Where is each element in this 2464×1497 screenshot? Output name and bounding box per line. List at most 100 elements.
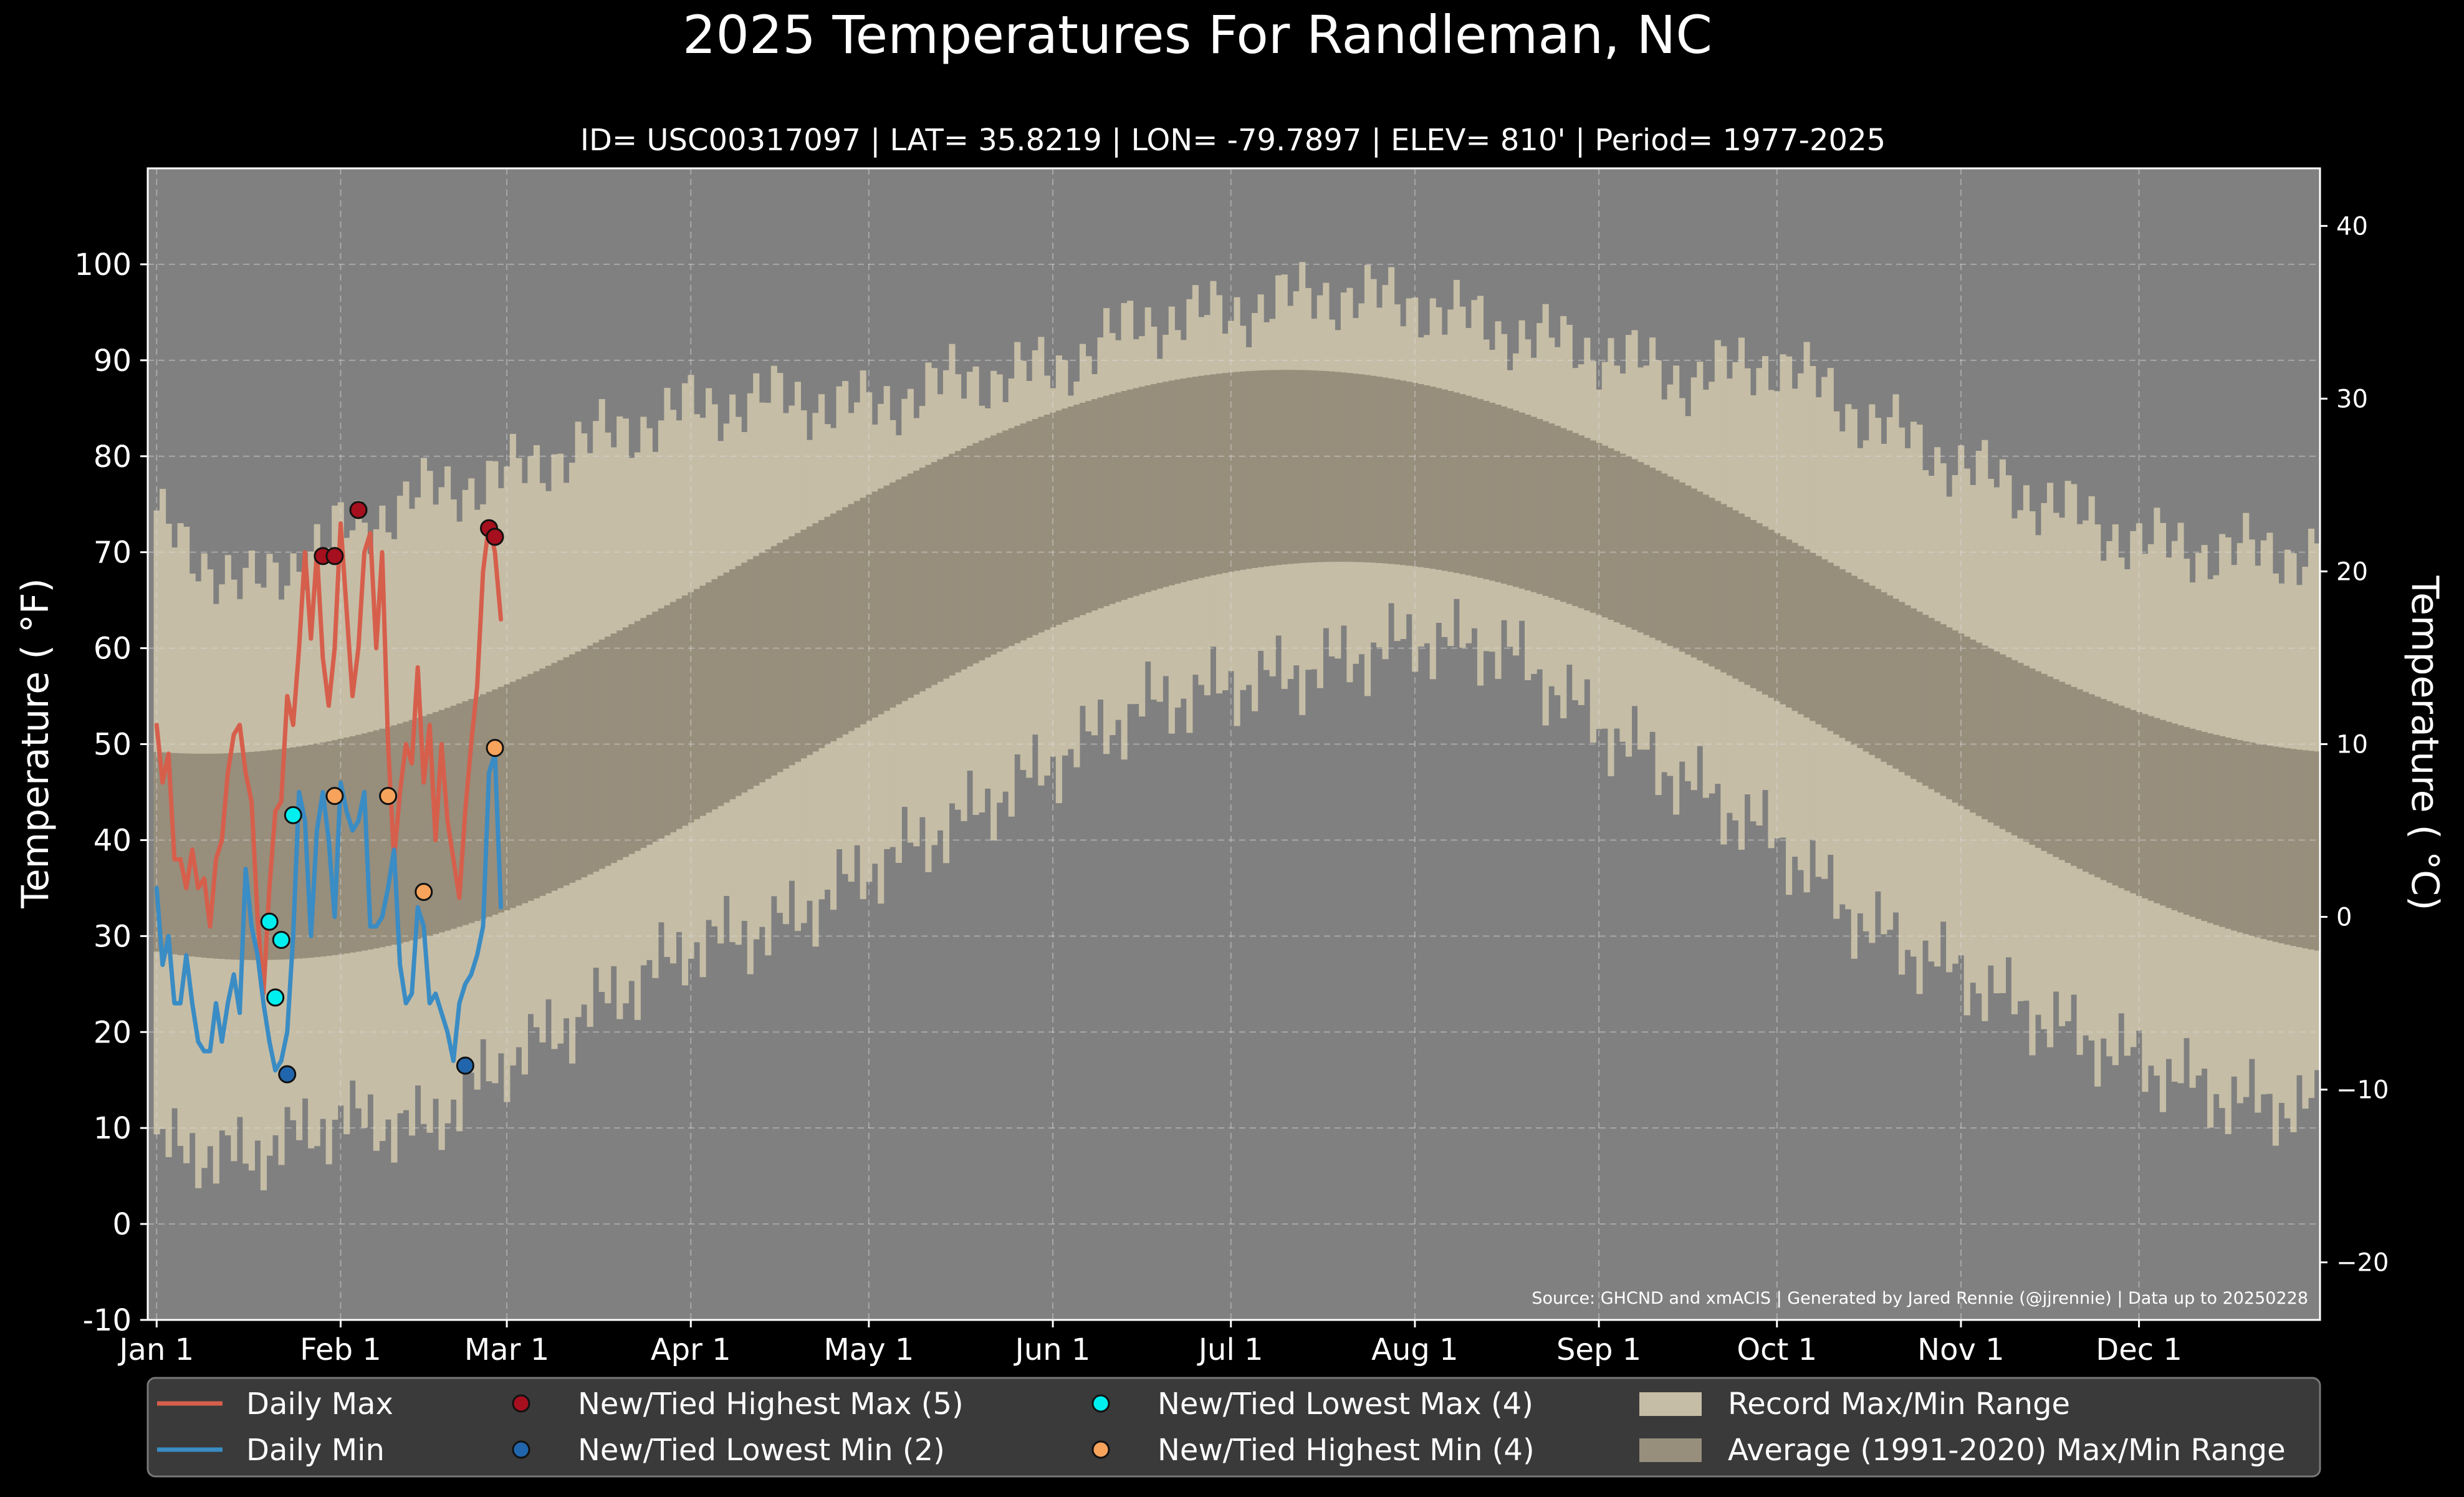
normal-range-bar: [1798, 546, 1805, 715]
normal-range-bar: [557, 660, 564, 888]
normal-range-bar: [1038, 416, 1045, 633]
normal-range-bar: [1316, 370, 1323, 562]
normal-range-bar: [2100, 699, 2107, 880]
normal-range-bar: [800, 529, 807, 759]
normal-range-bar: [1916, 611, 1923, 782]
normal-range-bar: [1952, 630, 1958, 803]
normal-range-bar: [1762, 526, 1769, 695]
normal-range-bar: [2314, 751, 2321, 951]
legend-label: Daily Max: [246, 1387, 393, 1422]
x-tick-label: Oct 1: [1737, 1332, 1817, 1367]
normal-range-bar: [2165, 721, 2172, 908]
normal-range-bar: [711, 579, 718, 809]
normal-range-bar: [1453, 392, 1460, 573]
chart-title: 2025 Temperatures For Randleman, NC: [683, 4, 1712, 65]
normal-range-bar: [1311, 370, 1318, 563]
normal-range-bar: [242, 752, 249, 960]
normal-range-bar: [1560, 428, 1567, 602]
normal-range-bar: [450, 705, 457, 929]
normal-range-bar: [836, 510, 843, 738]
normal-range-bar: [1151, 384, 1158, 590]
record-marker: [379, 787, 398, 806]
normal-range-bar: [1346, 373, 1353, 562]
normal-range-bar: [1441, 389, 1448, 571]
normal-range-bar: [1412, 383, 1419, 567]
normal-range-bar: [1062, 408, 1068, 623]
normal-range-bar: [717, 575, 724, 806]
normal-range-bar: [806, 526, 813, 755]
normal-range-bar: [1162, 382, 1169, 587]
normal-range-bar: [622, 627, 629, 857]
normal-range-bar: [1685, 485, 1692, 655]
normal-range-bar: [2207, 733, 2214, 923]
normal-range-bar: [907, 473, 914, 698]
x-tick-label: May 1: [823, 1332, 914, 1367]
normal-range-bar: [201, 753, 208, 958]
normal-range-bar: [1732, 510, 1739, 679]
x-tick-label: Jul 1: [1197, 1332, 1263, 1367]
legend-label: Daily Min: [246, 1433, 385, 1468]
normal-range-bar: [438, 710, 445, 933]
x-tick-label: Feb 1: [300, 1332, 381, 1367]
normal-range-bar: [664, 605, 671, 835]
normal-range-bar: [1507, 408, 1513, 585]
normal-range-bar: [1999, 654, 2006, 829]
normal-range-bar: [1886, 595, 1894, 766]
normal-range-bar: [2225, 737, 2232, 929]
normal-range-bar: [1406, 382, 1412, 566]
normal-range-bar: [1993, 651, 2000, 826]
normal-range-bar: [605, 636, 611, 866]
normal-range-bar: [996, 433, 1003, 652]
normal-range-bar: [1756, 523, 1763, 691]
normal-range-bar: [1293, 370, 1300, 564]
normal-range-bar: [527, 673, 534, 901]
normal-range-bar: [1014, 425, 1021, 643]
normal-range-bar: [2076, 689, 2083, 869]
normal-range-bar: [753, 556, 760, 786]
normal-range-bar: [266, 750, 273, 960]
normal-range-bar: [1186, 377, 1193, 581]
normal-range-bar: [2290, 749, 2297, 946]
normal-range-bar: [1026, 421, 1033, 638]
normal-range-bar: [1429, 387, 1436, 569]
normal-range-bar: [1975, 642, 1982, 816]
normal-range-bar: [646, 615, 653, 845]
normal-range-bar: [1661, 473, 1668, 643]
legend-dot-swatch: [1091, 1440, 1110, 1459]
normal-range-bar: [1198, 375, 1205, 578]
normal-range-bar: [1726, 507, 1733, 676]
normal-range-bar: [1299, 370, 1306, 564]
x-tick-label: Mar 1: [464, 1332, 549, 1367]
y-tick-label: 70: [93, 536, 132, 570]
legend-box: [146, 1377, 2321, 1478]
y-axis-label-right: Temperature ( °C): [2403, 575, 2447, 911]
normal-range-bar: [2272, 746, 2279, 942]
normal-range-bar: [1613, 451, 1621, 623]
normal-range-bar: [854, 501, 861, 728]
normal-range-bar: [1773, 532, 1781, 701]
y-tick-label-right: 0: [2336, 903, 2352, 932]
normal-range-bar: [676, 599, 683, 829]
record-marker: [486, 527, 504, 546]
normal-range-bar: [1483, 401, 1490, 580]
normal-range-bar: [883, 485, 890, 711]
normal-range-bar: [1987, 648, 1994, 823]
normal-range-bar: [895, 479, 902, 705]
normal-range-bar: [1245, 371, 1252, 569]
normal-range-bar: [2041, 673, 2048, 851]
normal-range-bar: [224, 753, 231, 960]
normal-range-bar: [1892, 599, 1899, 769]
normal-range-bar: [1940, 624, 1947, 796]
normal-range-bar: [1215, 373, 1223, 574]
legend: Daily Max Daily Min New/Tied Highest Max (…: [146, 1377, 2321, 1478]
normal-range-bar: [290, 747, 297, 960]
normal-range-bar: [747, 559, 754, 789]
normal-range-bar: [2118, 705, 2125, 888]
normal-range-bar: [1471, 397, 1478, 577]
normal-range-bar: [403, 721, 410, 942]
normal-range-bar: [1803, 549, 1810, 718]
normal-range-bar: [2236, 740, 2243, 933]
normal-range-bar: [990, 435, 997, 655]
normal-range-bar: [1720, 504, 1727, 673]
legend-label: Average (1991-2020) Max/Min Range: [1728, 1433, 2286, 1468]
